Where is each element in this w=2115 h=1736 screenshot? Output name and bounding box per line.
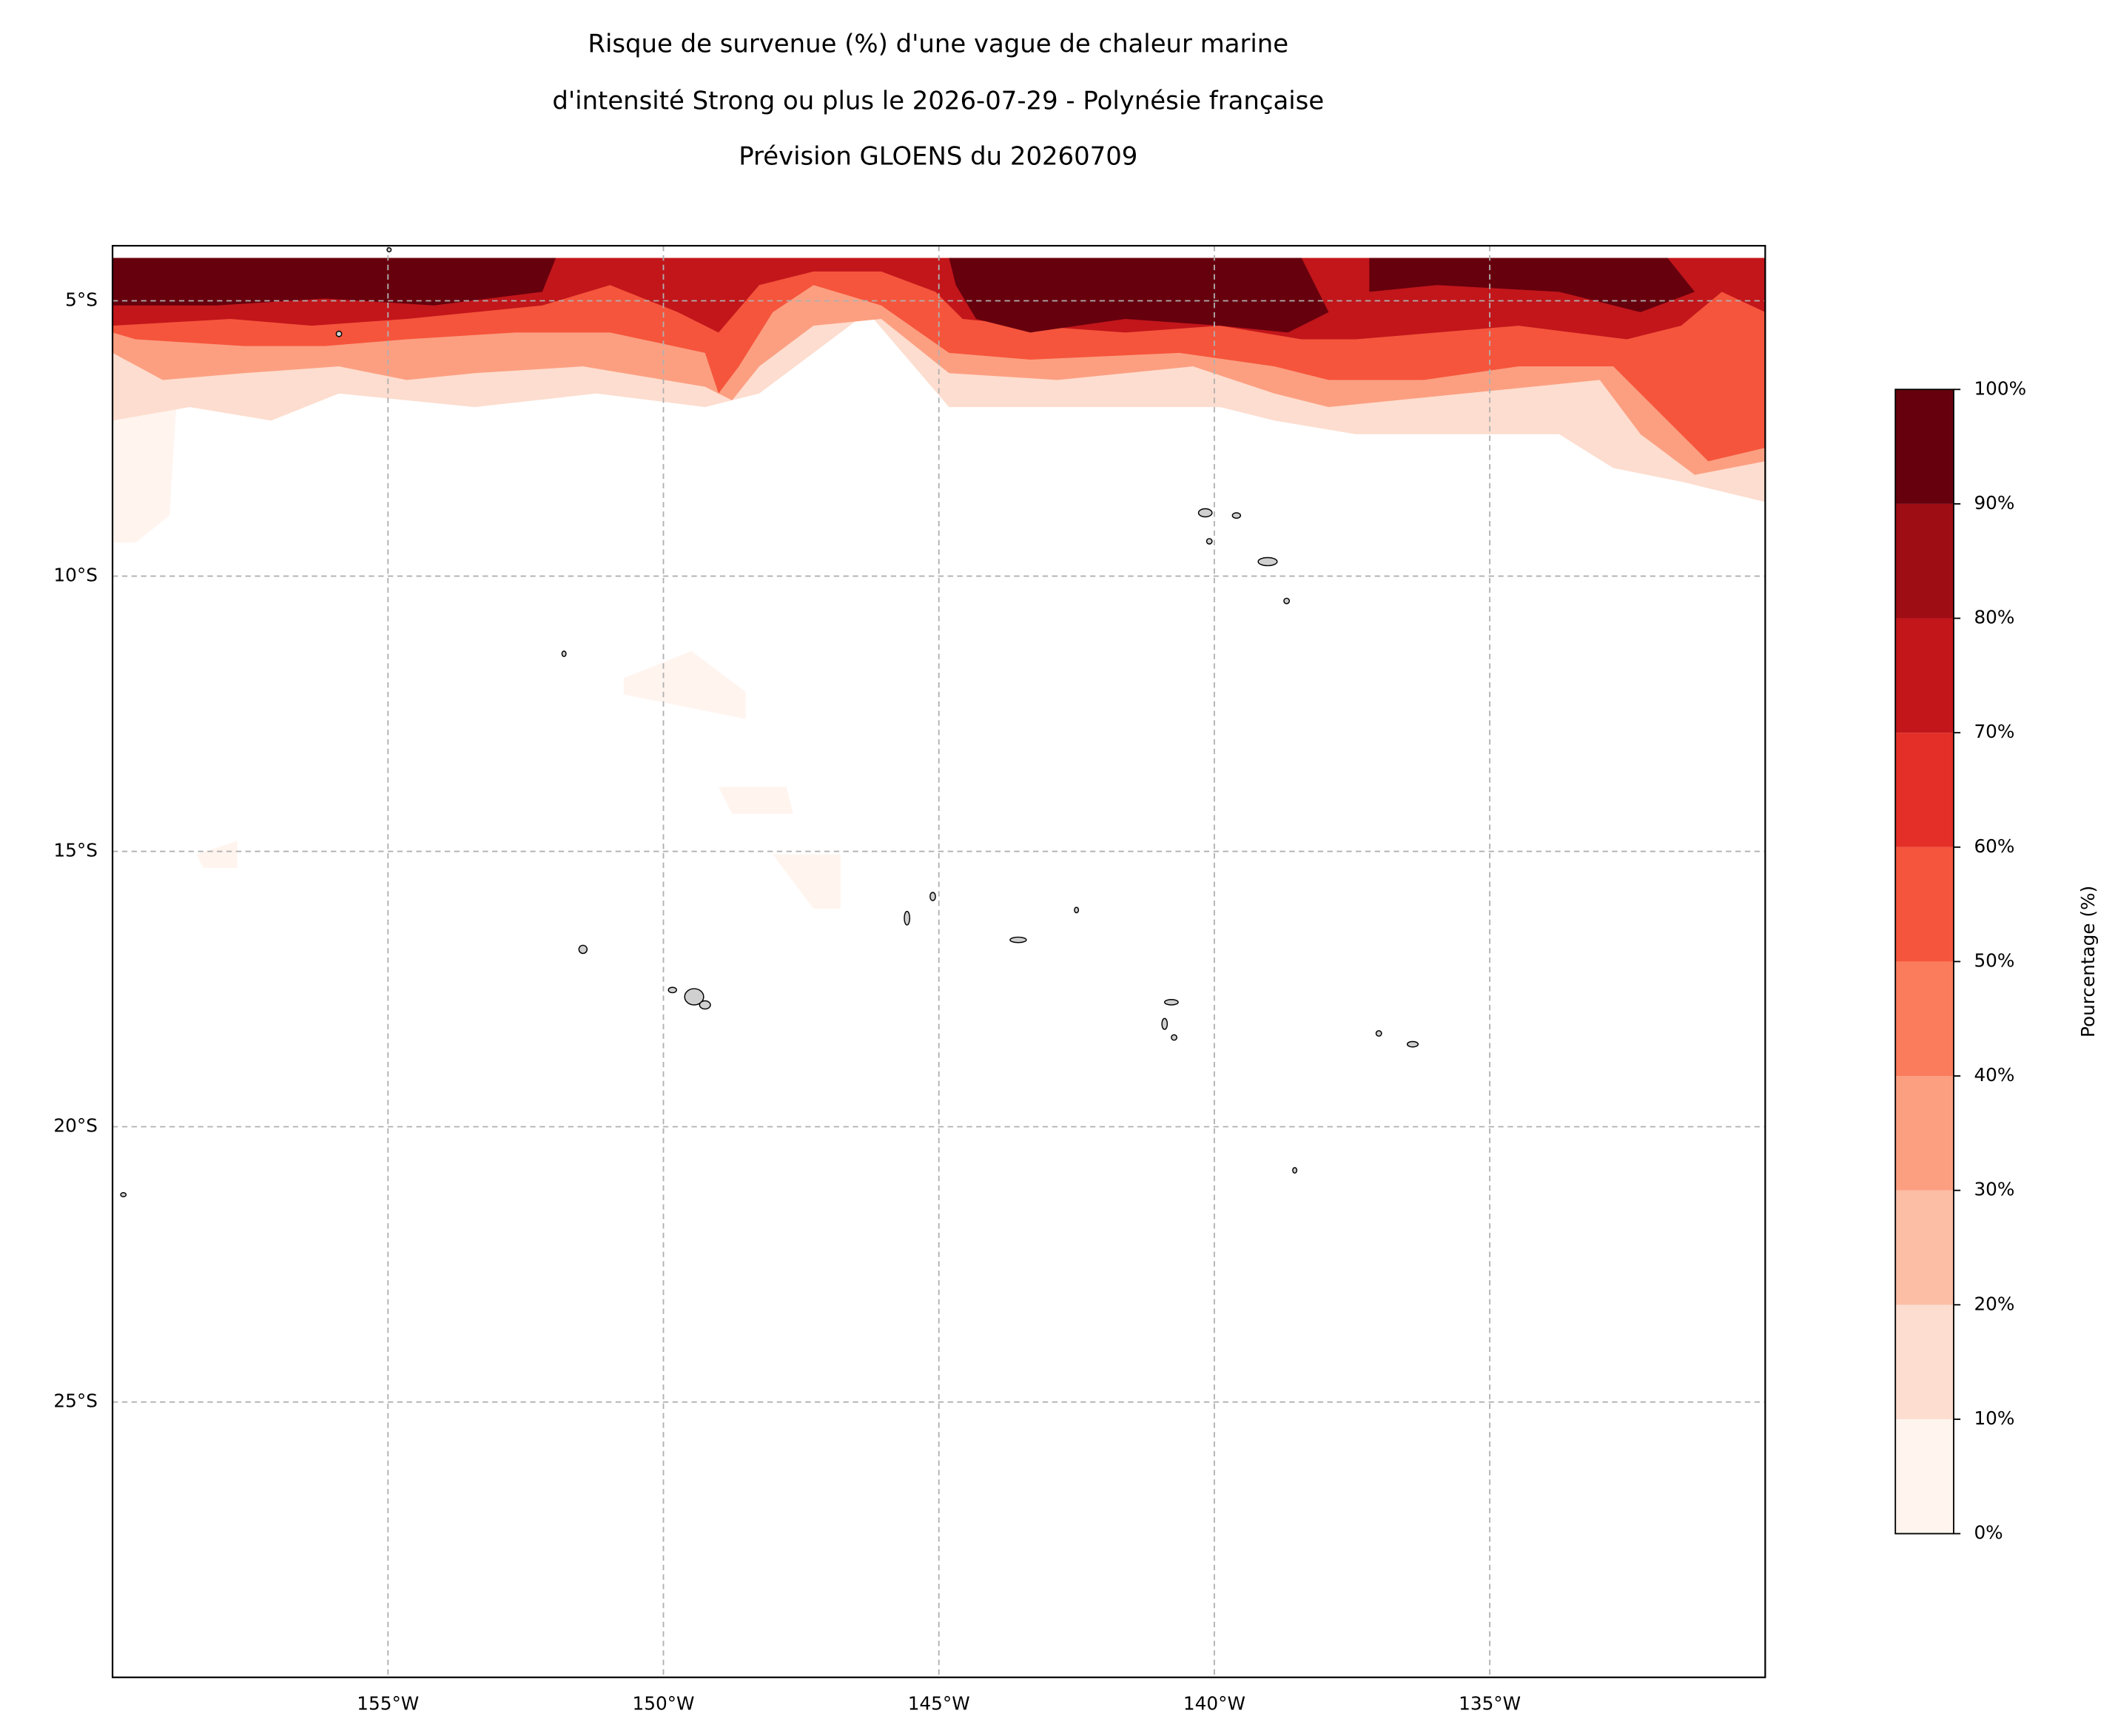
colorbar-label: Pourcentage (%): [2077, 886, 2099, 1037]
colorbar-swatch: [1895, 961, 1954, 1077]
colorbar-tick-label: 80%: [1974, 607, 2014, 628]
island: [1074, 906, 1080, 914]
island: [1375, 1030, 1382, 1037]
island: [1163, 998, 1179, 1006]
contour-region: [718, 787, 793, 814]
island: [1406, 1040, 1419, 1048]
grid: [112, 246, 1766, 1678]
island: [386, 247, 392, 253]
risk-field: [112, 258, 1766, 909]
contour-region: [196, 841, 238, 868]
island: [684, 988, 705, 1006]
island: [929, 892, 936, 901]
x-tick-label: 140°W: [1183, 1692, 1245, 1714]
colorbar-swatch: [1895, 618, 1954, 733]
map-frame: [111, 244, 1766, 1678]
contour-region: [1369, 258, 1695, 312]
colorbar-swatch: [1895, 733, 1954, 847]
colorbar-tick-label: 10%: [1974, 1407, 2014, 1429]
colorbar-swatch: [1895, 1305, 1954, 1419]
y-tick-label: 10°S: [53, 565, 98, 586]
island: [1161, 1017, 1169, 1030]
y-tick-label: 5°S: [65, 289, 98, 310]
colorbar-tick-label: 60%: [1974, 835, 2014, 857]
colorbar: 0% 10% 20% 30% 40% 50% 60% 70% 80% 90% 100%: [1894, 377, 2026, 1544]
y-tick-label: 15°S: [53, 840, 98, 861]
colorbar-swatch: [1895, 1076, 1954, 1191]
island: [699, 1000, 711, 1010]
colorbar-tick-label: 100%: [1974, 377, 2026, 399]
x-tick-label: 145°W: [908, 1692, 970, 1714]
island: [561, 650, 567, 657]
island: [120, 1192, 127, 1198]
chart-title: Risque de survenue (%) d'une vague de ch…: [588, 29, 1288, 58]
chart-title: Prévision GLOENS du 20260709: [739, 142, 1137, 171]
colorbar-tick-label: 90%: [1974, 492, 2014, 514]
island: [1231, 512, 1242, 519]
contour-region: [112, 258, 557, 306]
contour-region: [773, 854, 841, 909]
colorbar-tick-label: 50%: [1974, 949, 2014, 971]
contour-region: [949, 258, 1329, 333]
island: [1171, 1034, 1177, 1041]
colorbar-swatch: [1895, 503, 1954, 619]
island: [1292, 1167, 1298, 1174]
chart-title: d'intensité Strong ou plus le 2026-07-29…: [552, 86, 1324, 115]
colorbar-swatch: [1895, 389, 1954, 504]
island: [578, 944, 588, 955]
island: [668, 986, 677, 994]
y-tick-label: 20°S: [53, 1115, 98, 1137]
colorbar-tick-label: 70%: [1974, 721, 2014, 742]
colorbar-swatch: [1895, 1419, 1954, 1534]
island: [1283, 597, 1291, 605]
island: [904, 910, 911, 926]
colorbar-tick-label: 20%: [1974, 1293, 2014, 1314]
island: [1206, 538, 1213, 545]
colorbar-swatch: [1895, 847, 1954, 962]
colorbar-tick-label: 0%: [1974, 1522, 2003, 1544]
islands: [120, 247, 1419, 1198]
island: [1257, 556, 1278, 567]
contour-region: [623, 650, 746, 719]
colorbar-tick-label: 30%: [1974, 1179, 2014, 1200]
colorbar-tick-label: 40%: [1974, 1064, 2014, 1086]
y-tick-label: 25°S: [53, 1390, 98, 1412]
colorbar-swatch: [1895, 1190, 1954, 1305]
x-tick-label: 135°W: [1459, 1692, 1521, 1714]
island: [1009, 936, 1027, 943]
x-tick-label: 155°W: [357, 1692, 419, 1714]
island: [1197, 508, 1213, 518]
x-tick-label: 150°W: [632, 1692, 694, 1714]
island: [335, 330, 343, 337]
